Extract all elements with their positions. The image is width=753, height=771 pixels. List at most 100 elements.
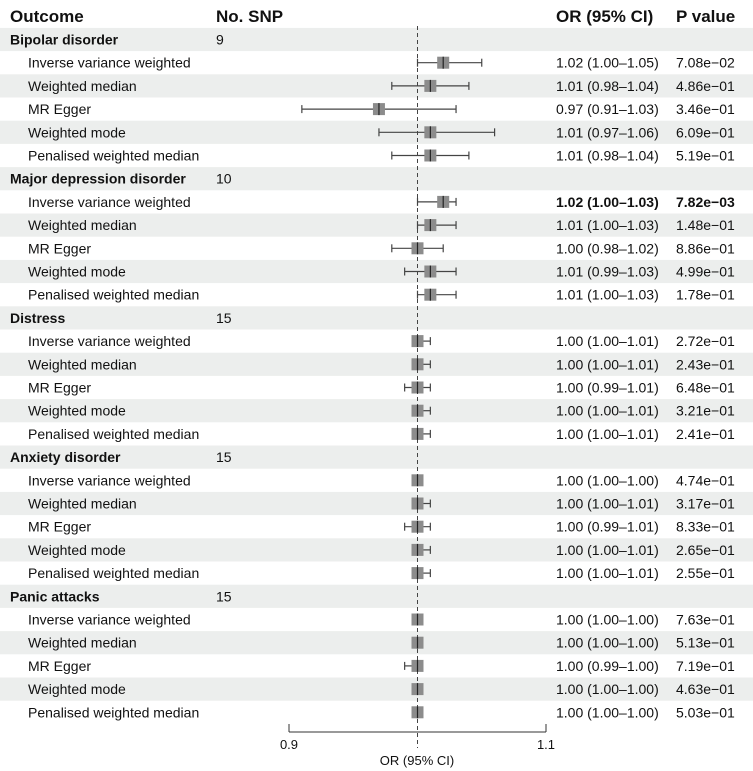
pvalue-value: 3.46e−01: [676, 101, 735, 117]
method-label: Weighted median: [28, 78, 137, 94]
method-label: Weighted median: [28, 217, 137, 233]
or-ci-value: 1.00 (0.99–1.01): [556, 519, 659, 535]
group-nsnp: 15: [216, 310, 232, 326]
pvalue-value: 2.43e−01: [676, 356, 735, 372]
group-nsnp: 9: [216, 32, 224, 48]
method-label: MR Egger: [28, 519, 91, 535]
method-label: MR Egger: [28, 380, 91, 396]
or-ci-value: 1.00 (1.00–1.01): [556, 356, 659, 372]
row-stripe: [0, 27, 753, 52]
row-stripes: [0, 27, 753, 701]
method-label: Weighted mode: [28, 681, 126, 697]
group-nsnp: 10: [216, 171, 232, 187]
row-stripe: [0, 352, 753, 376]
header-outcome: Outcome: [10, 7, 84, 26]
group-nsnp: 15: [216, 449, 232, 465]
method-label: Penalised weighted median: [28, 565, 199, 581]
pvalue-value: 4.99e−01: [676, 264, 735, 280]
or-ci-value: 1.00 (1.00–1.01): [556, 496, 659, 512]
or-ci-value: 1.01 (1.00–1.03): [556, 287, 659, 303]
or-ci-value: 1.00 (0.99–1.01): [556, 380, 659, 396]
pvalue-value: 7.63e−01: [676, 612, 735, 628]
row-stripe: [0, 306, 753, 330]
or-ci-value: 1.00 (1.00–1.01): [556, 426, 659, 442]
group-nsnp: 15: [216, 588, 232, 604]
pvalue-value: 5.19e−01: [676, 148, 735, 164]
or-ci-value: 1.02 (1.00–1.05): [556, 55, 659, 71]
pvalue-value: 4.63e−01: [676, 681, 735, 697]
pvalue-value: 2.55e−01: [676, 565, 735, 581]
or-ci-value: 1.00 (1.00–1.01): [556, 542, 659, 558]
x-tick-label-0: 0.9: [280, 737, 298, 752]
row-stripe: [0, 445, 753, 469]
x-axis: 0.9 1.1 OR (95% CI): [280, 724, 555, 768]
method-label: Weighted mode: [28, 124, 126, 140]
pvalue-value: 7.08e−02: [676, 55, 735, 71]
or-ci-value: 1.00 (1.00–1.00): [556, 681, 659, 697]
x-tick-label-1: 1.1: [537, 737, 555, 752]
pvalue-value: 4.86e−01: [676, 78, 735, 94]
pvalue-value: 4.74e−01: [676, 472, 735, 488]
pvalue-value: 2.41e−01: [676, 426, 735, 442]
group-label: Major depression disorder: [10, 171, 186, 187]
pvalue-value: 2.65e−01: [676, 542, 735, 558]
row-stripe: [0, 213, 753, 237]
method-label: Weighted median: [28, 496, 137, 512]
method-label: Weighted median: [28, 635, 137, 651]
row-stripe: [0, 538, 753, 562]
or-ci-value: 1.01 (0.97–1.06): [556, 124, 659, 140]
row-stripe: [0, 120, 753, 144]
or-ci-value: 1.01 (0.98–1.04): [556, 148, 659, 164]
row-stripe: [0, 491, 753, 516]
or-ci-value: 1.00 (1.00–1.00): [556, 635, 659, 651]
method-label: Weighted median: [28, 356, 137, 372]
method-label: MR Egger: [28, 240, 91, 256]
method-label: Inverse variance weighted: [28, 333, 191, 349]
or-ci-value: 1.01 (0.98–1.04): [556, 78, 659, 94]
method-label: Inverse variance weighted: [28, 612, 191, 628]
group-label: Bipolar disorder: [10, 32, 119, 48]
or-ci-value: 1.00 (1.00–1.00): [556, 612, 659, 628]
row-stripe: [0, 677, 753, 701]
or-ci-value: 1.00 (0.98–1.02): [556, 240, 659, 256]
group-label: Panic attacks: [10, 588, 100, 604]
method-label: MR Egger: [28, 101, 91, 117]
row-stripe: [0, 631, 753, 655]
group-label: Distress: [10, 310, 65, 326]
header-pvalue: P value: [676, 7, 735, 26]
row-stripe: [0, 584, 753, 608]
or-ci-value: 1.00 (1.00–1.00): [556, 704, 659, 720]
method-label: Inverse variance weighted: [28, 472, 191, 488]
pvalue-value: 5.13e−01: [676, 635, 735, 651]
x-axis-label: OR (95% CI): [380, 753, 454, 768]
or-ci-value: 1.00 (1.00–1.00): [556, 472, 659, 488]
row-stripe: [0, 259, 753, 284]
header-nsnp: No. SNP: [216, 7, 283, 26]
or-ci-value: 1.01 (0.99–1.03): [556, 264, 659, 280]
method-label: MR Egger: [28, 658, 91, 674]
or-ci-value: 1.00 (1.00–1.01): [556, 403, 659, 419]
method-label: Penalised weighted median: [28, 287, 199, 303]
pvalue-value: 3.21e−01: [676, 403, 735, 419]
pvalue-value: 7.19e−01: [676, 658, 735, 674]
or-ci-value: 1.00 (1.00–1.01): [556, 565, 659, 581]
pvalue-value: 3.17e−01: [676, 496, 735, 512]
method-label: Inverse variance weighted: [28, 55, 191, 71]
method-label: Penalised weighted median: [28, 704, 199, 720]
method-label: Weighted mode: [28, 542, 126, 558]
or-ci-value: 1.00 (1.00–1.01): [556, 333, 659, 349]
method-label: Penalised weighted median: [28, 426, 199, 442]
or-ci-value: 1.00 (0.99–1.00): [556, 658, 659, 674]
method-label: Weighted mode: [28, 264, 126, 280]
row-stripe: [0, 399, 753, 423]
pvalue-value: 6.48e−01: [676, 380, 735, 396]
or-ci-value: 0.97 (0.91–1.03): [556, 101, 659, 117]
or-ci-value: 1.02 (1.00–1.03): [556, 194, 659, 210]
pvalue-value: 6.09e−01: [676, 124, 735, 140]
pvalue-value: 1.48e−01: [676, 217, 735, 233]
header-or-ci: OR (95% CI): [556, 7, 653, 26]
method-label: Weighted mode: [28, 403, 126, 419]
row-stripe: [0, 167, 753, 191]
pvalue-value: 8.33e−01: [676, 519, 735, 535]
